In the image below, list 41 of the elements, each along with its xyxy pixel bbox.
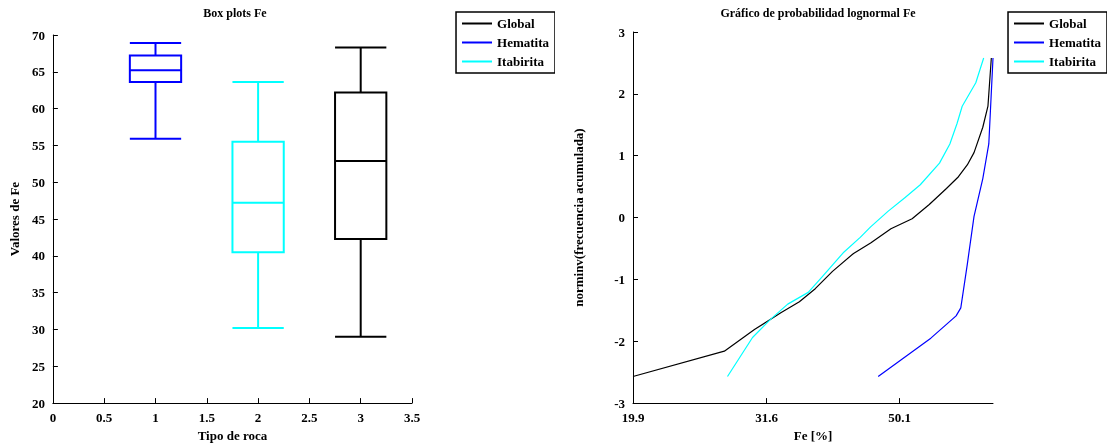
x-tick-label: 31.6 [755,410,779,426]
y-tick-label: 50 [31,174,45,190]
legend-label: Itabirita [1049,54,1097,69]
y-tick-label: 60 [31,101,45,117]
y-tick-label: 45 [31,211,46,227]
legend-label: Hematita [1049,35,1102,50]
chart-title: Box plots Fe [203,6,268,20]
x-tick-label: 50.1 [888,410,912,426]
x-tick-label: 19.9 [621,410,645,426]
x-tick-label: 0.5 [96,410,113,426]
legend-label: Hematita [497,35,550,50]
x-tick-label: 2.5 [301,410,319,426]
x-tick-label: 2 [254,410,262,426]
x-axis-title: Tipo de roca [197,428,268,443]
legend-label: Itabirita [497,54,545,69]
x-tick-label: 3 [357,410,365,426]
y-tick-label: 65 [31,64,46,80]
y-tick-label: 0 [618,210,625,226]
y-tick-label: 35 [31,285,46,301]
x-tick-label: 1 [152,410,159,426]
x-tick-label: 3.5 [403,410,421,426]
x-axis-title: Fe [%] [793,428,833,443]
y-tick-label: 1 [618,148,625,164]
y-tick-label: -3 [614,395,626,411]
x-tick-label: 0 [49,410,57,426]
y-tick-label: 3 [618,24,626,40]
legend-label: Global [497,16,535,31]
y-tick-label: 70 [31,27,45,43]
y-tick-label: -1 [614,271,625,287]
y-tick-label: 30 [31,321,45,337]
y-axis-title: Valores de Fe [7,181,22,257]
y-tick-label: 20 [31,395,45,411]
chart-title: Gráfico de probabilidad lognormal Fe [720,6,917,20]
x-tick-label: 1.5 [198,410,216,426]
y-tick-label: -2 [614,333,625,349]
y-axis-title: norminv(frecuencia acumulada) [571,128,586,307]
y-tick-label: 55 [31,137,46,153]
y-tick-label: 25 [31,358,46,374]
y-tick-label: 40 [31,248,45,264]
legend-label: Global [1049,16,1087,31]
y-tick-label: 2 [618,86,625,102]
